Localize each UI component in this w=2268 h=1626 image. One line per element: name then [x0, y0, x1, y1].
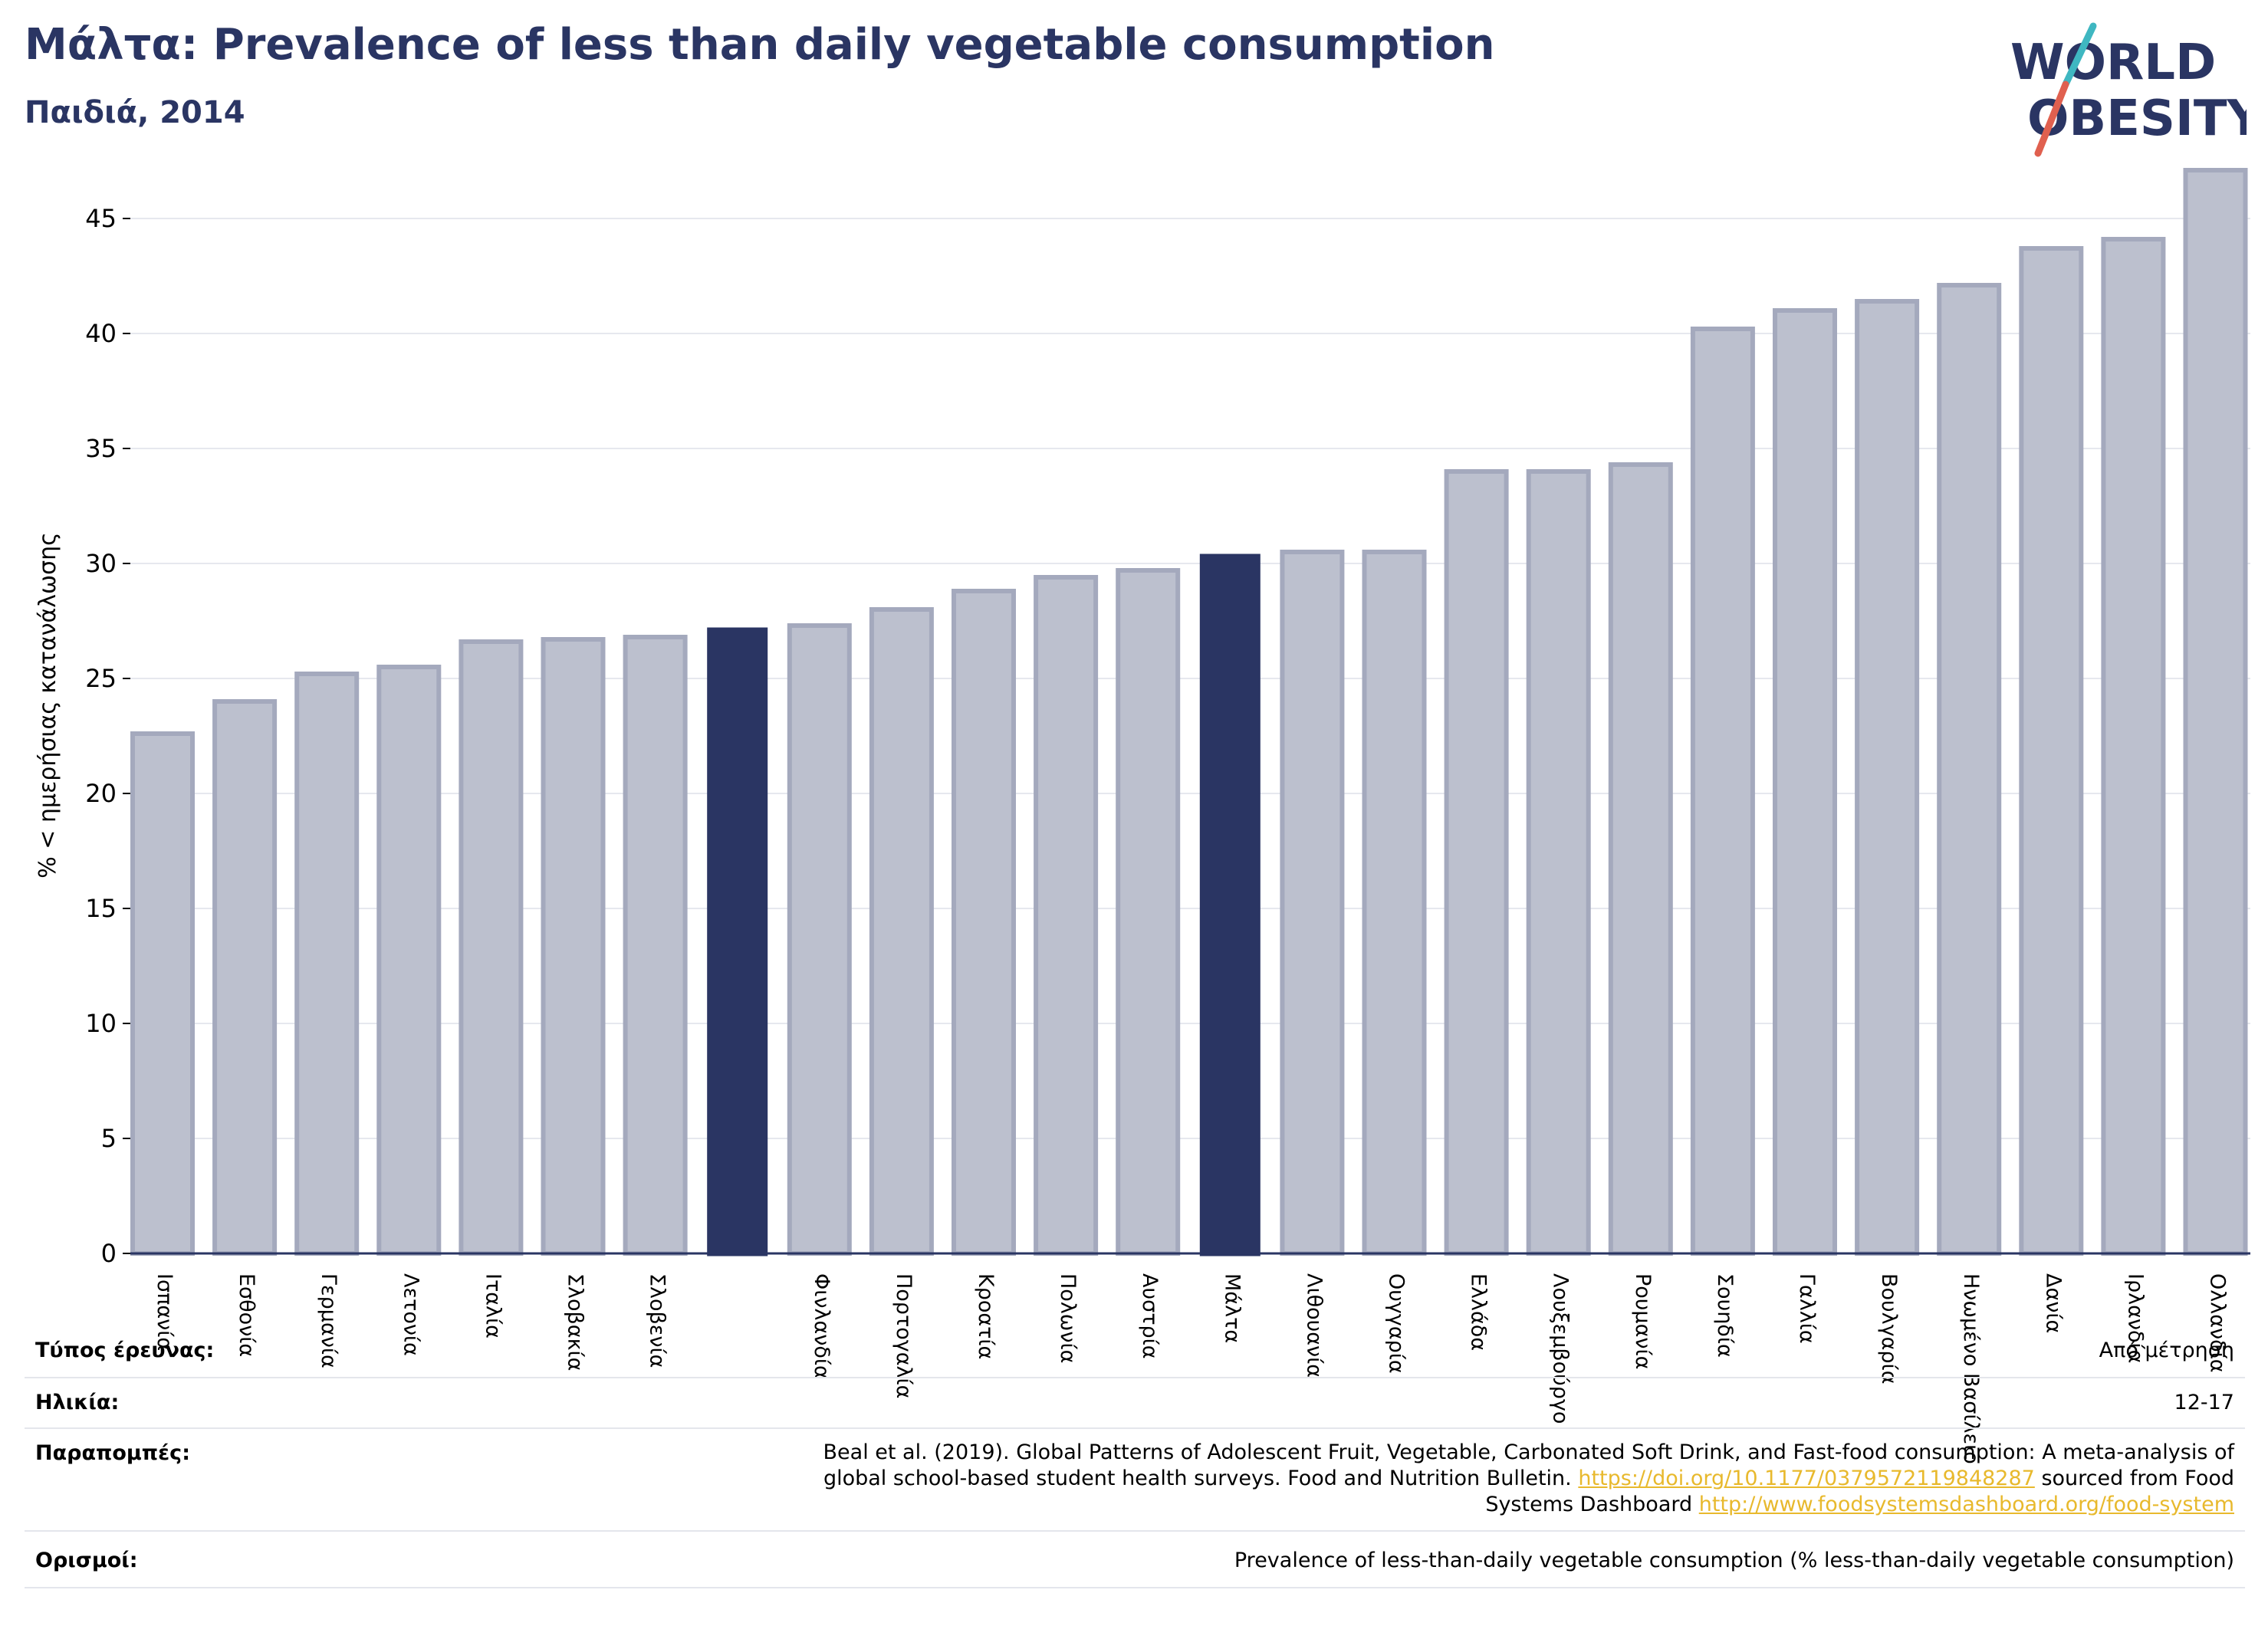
y-tick-label: 25 [85, 664, 117, 693]
food-systems-link[interactable]: http://www.foodsystemsdashboard.org/food… [1698, 1493, 2234, 1516]
y-axis-label: % < ημερήσιας κατανάλωσης [35, 532, 61, 879]
page-subtitle: Παιδιά, 2014 [25, 95, 245, 130]
y-tick-label: 0 [101, 1239, 117, 1268]
y-tick-label: 20 [85, 779, 117, 808]
x-tick-label: Σουηδία [1713, 1273, 1737, 1358]
y-tick-label: 10 [85, 1009, 117, 1038]
bar [1199, 553, 1261, 1256]
bar [2183, 168, 2248, 1256]
x-tick-label: Ολλανδία [2206, 1273, 2230, 1373]
x-tick-label: Ηνωμένο Βασίλειο [1959, 1273, 1983, 1464]
doi-link[interactable]: https://doi.org/10.1177/0379572119848287 [1578, 1467, 2035, 1490]
axes: 0 5 10 15 20 25 30 35 40 45 Ισπανία Εσθονία Γερμανία… [85, 204, 2250, 1464]
age-row: Ηλικία: 12-17 [25, 1378, 2245, 1429]
x-tick-label: Λουξεμβούργο [1549, 1273, 1573, 1424]
bar [376, 665, 442, 1256]
y-tick-label: 40 [85, 319, 117, 348]
x-tick-label: Εσθονία [235, 1273, 258, 1357]
logo-slash-teal [2062, 22, 2097, 88]
y-tick-label: 5 [101, 1124, 117, 1153]
x-tick-label: Λετονία [399, 1273, 422, 1356]
bar [2101, 237, 2166, 1256]
bar [869, 607, 934, 1256]
bar [2019, 246, 2084, 1256]
survey-type-value: Από μέτρηση [2099, 1339, 2234, 1362]
bar [459, 639, 524, 1256]
references-line-2-text: global school-based student health surve… [823, 1467, 1572, 1490]
x-tick-label: Γερμανία [317, 1273, 340, 1368]
bar [952, 589, 1016, 1256]
bar [1937, 283, 2002, 1256]
bar [1608, 462, 1673, 1256]
references-row: Παραπομπές: Beal et al. (2019). Global P… [25, 1429, 2245, 1532]
x-tick-label: Βουλγαρία [1877, 1273, 1901, 1385]
x-tick-label: Ελλάδα [1467, 1273, 1491, 1351]
references-text: Beal et al. (2019). Global Patterns of A… [823, 1440, 2234, 1518]
world-obesity-logo: WORLD OBESITY [2010, 22, 2247, 157]
bar [1116, 568, 1181, 1256]
logo-slash-red [2034, 80, 2069, 157]
x-tick-label: Πολωνία [1056, 1273, 1080, 1363]
bar [1034, 575, 1099, 1256]
x-tick-label: Κροατία [974, 1273, 998, 1359]
definitions-value: Prevalence of less-than-daily vegetable … [1234, 1549, 2234, 1572]
bar [294, 672, 360, 1256]
bar [212, 699, 278, 1256]
bar [1444, 469, 1509, 1256]
y-tick-label: 30 [85, 549, 117, 578]
survey-type-row: Τύπος έρευνας: Από μέτρηση [25, 1325, 2245, 1378]
references-label: Παραπομπές: [35, 1441, 190, 1465]
logo-line-1: WORLD [2010, 34, 2216, 91]
x-tick-label: Σλοβενία [646, 1273, 669, 1368]
references-line-3-text: Systems Dashboard [1485, 1493, 1693, 1516]
x-tick-label: Φινλανδία [810, 1273, 833, 1379]
x-tick-label: Ουγγαρία [1385, 1273, 1408, 1374]
bar [1690, 327, 1755, 1256]
grid-lines [130, 218, 2250, 1139]
references-line-2-tail: sourced from Food [2041, 1467, 2234, 1490]
survey-type-label: Τύπος έρευνας: [35, 1339, 215, 1362]
x-tick-label: Αυστρία [1138, 1273, 1162, 1359]
x-tick-label: Ιταλία [481, 1273, 505, 1339]
y-tick-label: 15 [85, 894, 117, 923]
x-tick-label: Ρουμανία [1631, 1273, 1655, 1369]
y-tick-label: 45 [85, 204, 117, 233]
x-tick-label: Γαλλία [1795, 1273, 1819, 1344]
x-tick-label: Λιθουανία [1302, 1273, 1326, 1378]
bar [623, 635, 688, 1256]
bar [1855, 299, 1920, 1256]
y-tick-label: 35 [85, 434, 117, 463]
age-label: Ηλικία: [35, 1391, 120, 1414]
bar [1362, 550, 1427, 1256]
bar [1773, 308, 1837, 1256]
bar [1280, 550, 1345, 1256]
bar [130, 731, 195, 1256]
definitions-row: Ορισμοί: Prevalence of less-than-daily v… [25, 1532, 2245, 1588]
x-tick-label: Σλοβακία [564, 1273, 587, 1371]
bars [130, 168, 2248, 1256]
info-table: Τύπος έρευνας: Από μέτρηση Ηλικία: 12-17… [25, 1325, 2245, 1588]
x-tick-label: Δανία [2041, 1273, 2065, 1333]
references-line-2: global school-based student health surve… [823, 1466, 2234, 1492]
references-line-3: Systems Dashboard http://www.foodsystems… [823, 1492, 2234, 1518]
x-tick-label: Ισπανία [153, 1273, 176, 1351]
bar [541, 637, 606, 1256]
references-line-1: Beal et al. (2019). Global Patterns of A… [823, 1440, 2234, 1464]
x-tick-label: Μάλτα [1220, 1273, 1244, 1343]
page-title: Μάλτα: Prevalence of less than daily veg… [25, 20, 1495, 70]
logo-line-2: OBESITY [2027, 90, 2247, 147]
x-tick-label: Ιρλανδία [2123, 1273, 2147, 1363]
bar [707, 627, 768, 1256]
age-value: 12-17 [2174, 1391, 2234, 1414]
bar [787, 623, 852, 1256]
bar [1526, 469, 1591, 1256]
definitions-label: Ορισμοί: [35, 1549, 138, 1572]
